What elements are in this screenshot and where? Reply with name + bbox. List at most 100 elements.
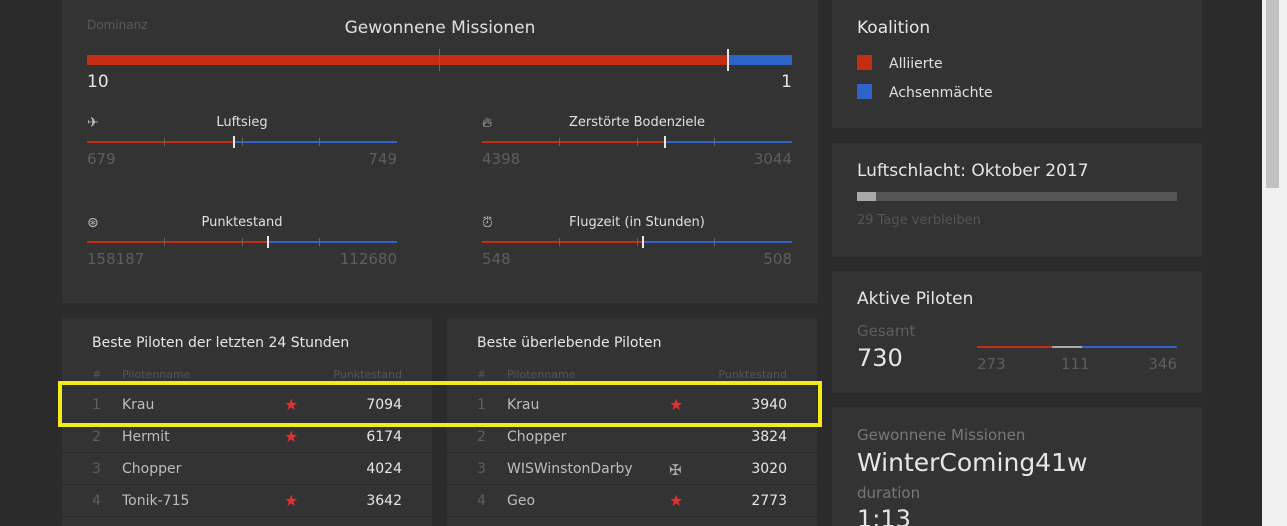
bar-midpoint-tick xyxy=(439,49,440,71)
allies-bar-segment xyxy=(87,55,728,65)
fire-icon: 🔥︎ xyxy=(482,115,493,131)
table-title: Beste Piloten der letzten 24 Stunden xyxy=(92,335,350,351)
stat-bar xyxy=(87,236,397,248)
campaign-remaining: 29 Tage verbleiben xyxy=(857,213,981,228)
stat-label: Luftsieg xyxy=(216,115,268,130)
axis-color-swatch xyxy=(857,83,872,99)
legend-axis: Achsenmächte xyxy=(857,83,993,101)
stat-bar xyxy=(87,136,397,148)
row-points: 3642 xyxy=(366,493,402,509)
pilot-name-link[interactable]: Hermit xyxy=(122,429,170,445)
table-row xyxy=(447,516,817,526)
allies-color-swatch xyxy=(857,54,872,70)
stat-axis-value: 749 xyxy=(368,150,397,168)
alarm-clock-icon: ⏰︎ xyxy=(482,215,493,231)
plane-icon: ✈ xyxy=(87,115,99,131)
stat-bodenziele: 🔥︎ Zerstörte Bodenziele 4398 3044 xyxy=(482,112,792,172)
stat-allies-value: 4398 xyxy=(482,150,521,168)
row-points: 2773 xyxy=(751,493,787,509)
active-pilots-bar xyxy=(977,346,1177,348)
pilot-name-link[interactable]: Krau xyxy=(122,397,155,413)
stat-punktestand: ⊛ Punktestand 158187 112680 xyxy=(87,212,397,272)
row-points: 3824 xyxy=(751,429,787,445)
coalition-panel: Koalition Alliierte Achsenmächte xyxy=(832,0,1202,128)
won-missions-title: Gewonnene Missionen xyxy=(857,426,1026,444)
row-points: 7094 xyxy=(366,397,402,413)
row-num: 2 xyxy=(92,429,101,445)
table-row[interactable]: 3 Chopper 4024 xyxy=(62,452,432,484)
stat-axis-value: 3044 xyxy=(753,150,792,168)
table-row[interactable]: 2 Hermit ★ 6174 xyxy=(62,420,432,452)
stat-bar xyxy=(482,136,792,148)
highlight-box xyxy=(58,381,822,427)
medal-icon: ⊛ xyxy=(87,215,99,231)
allies-pilots-count: 273 xyxy=(977,355,1006,373)
table-row[interactable]: 1 Krau ★ 3940 xyxy=(447,388,817,420)
stat-allies-value: 158187 xyxy=(87,250,145,268)
table-row[interactable]: 2 Chopper 3824 xyxy=(447,420,817,452)
pilot-name-link[interactable]: Chopper xyxy=(507,429,567,445)
row-points: 4024 xyxy=(366,461,402,477)
mission-dominance-bar xyxy=(87,49,792,71)
axis-bar-segment xyxy=(728,55,792,65)
duration-value: 1:13 xyxy=(857,505,911,526)
row-points: 3020 xyxy=(751,461,787,477)
stat-bar xyxy=(482,236,792,248)
stat-label: Flugzeit (in Stunden) xyxy=(569,215,705,230)
table-row[interactable]: 4 Tonik-715 ★ 3642 xyxy=(62,484,432,516)
row-num: 1 xyxy=(92,397,101,413)
iron-cross-icon: ✠ xyxy=(669,461,682,479)
star-icon: ★ xyxy=(284,395,299,414)
won-missions-value: WinterComing41w xyxy=(857,448,1088,477)
pilot-name-link[interactable]: Tonik-715 xyxy=(122,493,190,509)
campaign-title: Luftschlacht: Oktober 2017 xyxy=(857,161,1089,181)
won-missions-panel: Gewonnene Missionen WinterComing41w dura… xyxy=(832,407,1202,526)
best-surviving-pilots-panel: Beste überlebende Piloten # Pilotenname … xyxy=(447,318,817,526)
row-num: 2 xyxy=(477,429,486,445)
row-points: 3940 xyxy=(751,397,787,413)
stat-label: Punktestand xyxy=(201,215,283,230)
table-row[interactable]: 1 Krau ★ 7094 xyxy=(62,388,432,420)
dominance-title: Gewonnene Missionen xyxy=(344,18,536,38)
total-label: Gesamt xyxy=(857,322,916,340)
active-pilots-panel: Aktive Piloten Gesamt 730 273 111 346 xyxy=(832,271,1202,393)
legend-label: Alliierte xyxy=(889,56,943,72)
stat-allies-value: 679 xyxy=(87,150,116,168)
col-points-header: Punktestand xyxy=(718,368,787,381)
legend-allies: Alliierte xyxy=(857,54,943,72)
dominance-label: Dominanz xyxy=(87,18,148,32)
pilot-name-link[interactable]: WISWinstonDarby xyxy=(507,461,633,477)
col-points-header: Punktestand xyxy=(333,368,402,381)
pilot-name-link[interactable]: Geo xyxy=(507,493,536,509)
row-num: 4 xyxy=(477,493,486,509)
row-num: 3 xyxy=(92,461,101,477)
pilot-name-link[interactable]: Krau xyxy=(507,397,540,413)
col-num-header: # xyxy=(92,368,102,381)
table-row xyxy=(62,516,432,526)
col-name-header: Pilotenname xyxy=(507,368,576,381)
scrollbar-thumb[interactable] xyxy=(1266,0,1279,188)
row-num: 3 xyxy=(477,461,486,477)
axis-missions-count: 1 xyxy=(781,72,792,92)
best-pilots-24h-panel: Beste Piloten der letzten 24 Stunden # P… xyxy=(62,318,432,526)
pilot-name-link[interactable]: Chopper xyxy=(122,461,182,477)
col-num-header: # xyxy=(477,368,487,381)
dominance-panel: Dominanz Gewonnene Missionen 10 1 ✈ Luft… xyxy=(62,0,818,303)
total-value: 730 xyxy=(857,344,903,372)
stat-axis-value: 112680 xyxy=(339,250,397,268)
table-row[interactable]: 3 WISWinstonDarby ✠ 3020 xyxy=(447,452,817,484)
dominance-marker xyxy=(727,49,729,71)
duration-label: duration xyxy=(857,484,921,502)
axis-pilots-count: 346 xyxy=(1148,355,1177,373)
table-header: # Pilotenname Punktestand xyxy=(447,368,817,384)
star-icon: ★ xyxy=(284,491,299,510)
stat-label: Zerstörte Bodenziele xyxy=(568,115,706,130)
star-icon: ★ xyxy=(669,395,684,414)
legend-label: Achsenmächte xyxy=(889,85,993,101)
vertical-scrollbar[interactable] xyxy=(1262,0,1287,526)
stat-luftsieg: ✈ Luftsieg 679 749 xyxy=(87,112,397,172)
coalition-title: Koalition xyxy=(857,18,931,38)
row-points: 6174 xyxy=(366,429,402,445)
stat-allies-value: 548 xyxy=(482,250,511,268)
table-row[interactable]: 4 Geo ★ 2773 xyxy=(447,484,817,516)
